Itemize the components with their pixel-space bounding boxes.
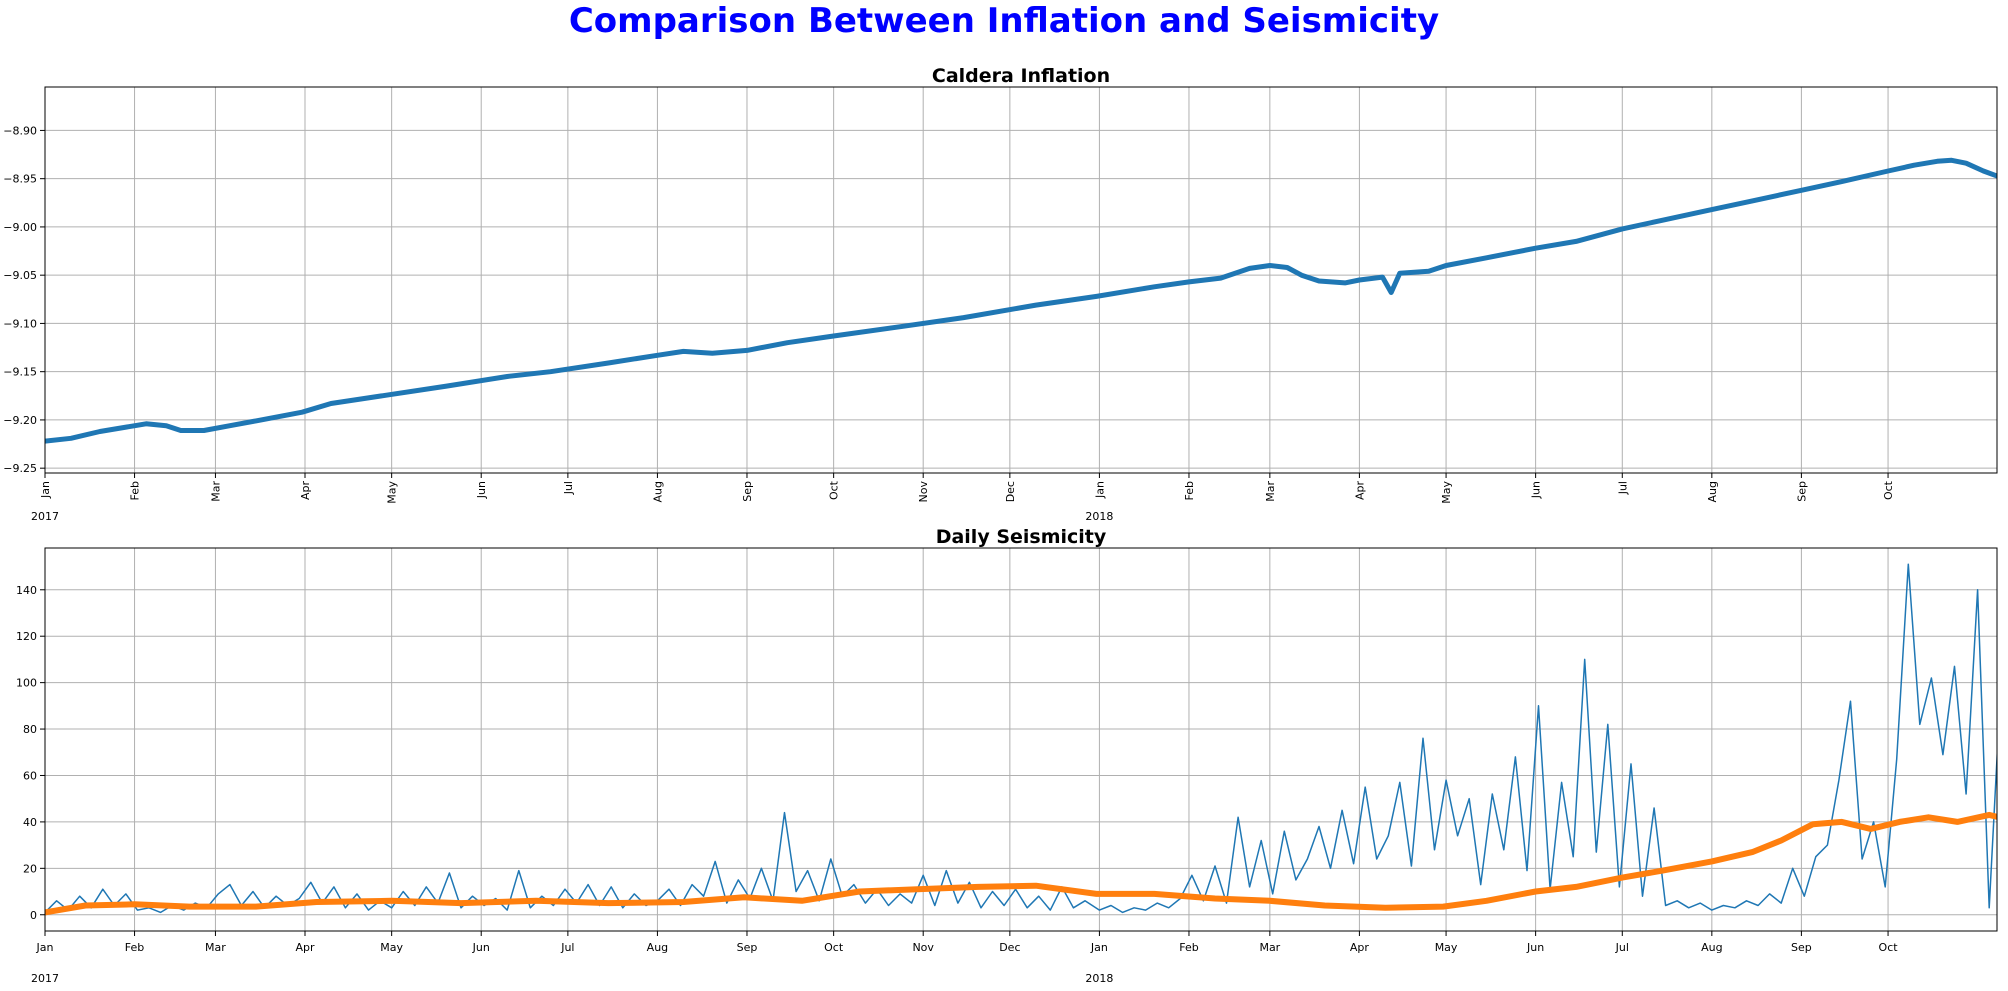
seismicity-xtick-label: Feb (1179, 941, 1198, 954)
seismicity-xtick-label: Jul (1615, 941, 1629, 954)
seismicity-xtick-label: Nov (912, 941, 934, 954)
seismicity-xtick-label: Jun (1526, 941, 1544, 954)
seismicity-xtick-label: Apr (1350, 941, 1370, 954)
daily-seismicity-chart: Daily Seismicity Jan Feb Mar Apr May Jun Jul Au… (16, 526, 1998, 985)
inflation-ticks: Jan Feb Mar Apr May Jun Jul Aug Sep Oct Nov Dec Jan F… (3, 124, 1895, 523)
seismicity-mean-line (45, 811, 1997, 916)
seismicity-ytick-label: 80 (23, 723, 37, 736)
caldera-inflation-title: Caldera Inflation (932, 65, 1110, 87)
inflation-xtick-label: Jul (562, 481, 575, 495)
inflation-series (45, 157, 1997, 444)
inflation-ytick-label: −9.20 (3, 414, 37, 427)
seismicity-xtick-label: Dec (999, 941, 1020, 954)
inflation-xtick-label: Oct (1882, 480, 1895, 500)
seismicity-xtick-label: Jun (472, 941, 490, 954)
inflation-xtick-label: Mar (1264, 481, 1277, 502)
inflation-xtick-label: May (1440, 481, 1453, 504)
seismicity-ytick-label: 60 (23, 769, 37, 782)
inflation-xtick-label: Jun (475, 481, 488, 499)
seismicity-axes-frame (44, 547, 1998, 932)
inflation-ytick-label: −8.90 (3, 124, 37, 137)
inflation-xtick-label: Feb (1183, 481, 1196, 500)
seismicity-xtick-label: Mar (1259, 941, 1280, 954)
seismicity-xtick-label: Feb (125, 941, 144, 954)
inflation-xtick-label: Dec (1004, 481, 1017, 502)
inflation-xtick-label: Jan (39, 481, 52, 499)
inflation-ytick-label: −9.15 (3, 366, 37, 379)
inflation-xtick-label: Oct (828, 480, 841, 500)
inflation-xtick-label: Sep (741, 481, 754, 502)
seismicity-xtick-label: May (1435, 941, 1458, 954)
seismicity-ytick-label: 0 (30, 909, 37, 922)
inflation-xtick-label: Apr (299, 481, 312, 501)
caldera-inflation-chart: Caldera Inflation Jan Feb Mar Apr May Jun Jul A… (3, 65, 1998, 523)
inflation-xtick-label: May (386, 481, 399, 504)
seismicity-daily-line (45, 563, 1997, 914)
inflation-xtick-label: Mar (209, 481, 222, 502)
seismicity-xtick-label: Jan (1090, 941, 1108, 954)
inflation-line (45, 157, 1997, 444)
daily-seismicity-title: Daily Seismicity (936, 526, 1107, 548)
inflation-xtick-label: Sep (1795, 481, 1808, 502)
seismicity-xtick-label: Mar (205, 941, 226, 954)
seismicity-xtick-label: Oct (824, 941, 844, 954)
seismicity-ticks: Jan Feb Mar Apr May Jun Jul Aug Sep Oct Nov Dec Jan F… (16, 584, 1898, 985)
seismicity-xtick-label: Sep (737, 941, 758, 954)
inflation-gridlines (45, 87, 1997, 473)
inflation-ytick-label: −9.10 (3, 317, 37, 330)
inflation-ytick-label: −8.95 (3, 173, 37, 186)
inflation-year-label: 2018 (1085, 510, 1113, 523)
inflation-xtick-label: Nov (917, 481, 930, 503)
seismicity-xtick-label: May (380, 941, 403, 954)
seismicity-ytick-label: 40 (23, 816, 37, 829)
inflation-xtick-label: Feb (129, 481, 142, 500)
seismicity-ytick-label: 20 (23, 862, 37, 875)
seismicity-year-label: 2018 (1085, 972, 1113, 985)
inflation-xtick-label: Jan (1093, 481, 1106, 499)
seismicity-year-label: 2017 (31, 972, 59, 985)
seismicity-ytick-label: 100 (16, 677, 37, 690)
seismicity-xtick-label: Sep (1791, 941, 1812, 954)
seismicity-xtick-label: Jul (560, 941, 574, 954)
inflation-ytick-label: −9.25 (3, 462, 37, 475)
seismicity-xtick-label: Apr (295, 941, 315, 954)
inflation-xtick-label: Aug (651, 481, 664, 502)
inflation-xtick-label: Aug (1706, 481, 1719, 502)
seismicity-xtick-label: Aug (647, 941, 668, 954)
seismicity-ytick-label: 120 (16, 630, 37, 643)
seismicity-series (45, 563, 1997, 916)
seismicity-xtick-label: Aug (1701, 941, 1722, 954)
inflation-xtick-label: Jul (1616, 481, 1629, 495)
seismicity-gridlines (45, 548, 1997, 931)
inflation-year-label: 2017 (31, 510, 59, 523)
inflation-xtick-label: Jun (1530, 481, 1543, 499)
inflation-axes-frame (44, 86, 1998, 474)
seismicity-xtick-label: Oct (1879, 941, 1899, 954)
inflation-ytick-label: −9.05 (3, 269, 37, 282)
inflation-ytick-label: −9.00 (3, 221, 37, 234)
inflation-xtick-label: Apr (1353, 481, 1366, 501)
figure-suptitle: Comparison Between Inflation and Seismic… (568, 1, 1440, 41)
seismicity-ytick-label: 140 (16, 584, 37, 597)
seismicity-xtick-label: Jan (36, 941, 54, 954)
